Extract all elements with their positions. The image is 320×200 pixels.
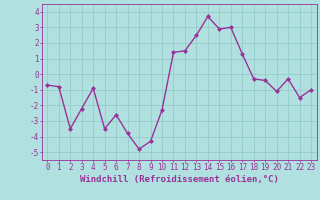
X-axis label: Windchill (Refroidissement éolien,°C): Windchill (Refroidissement éolien,°C): [80, 175, 279, 184]
